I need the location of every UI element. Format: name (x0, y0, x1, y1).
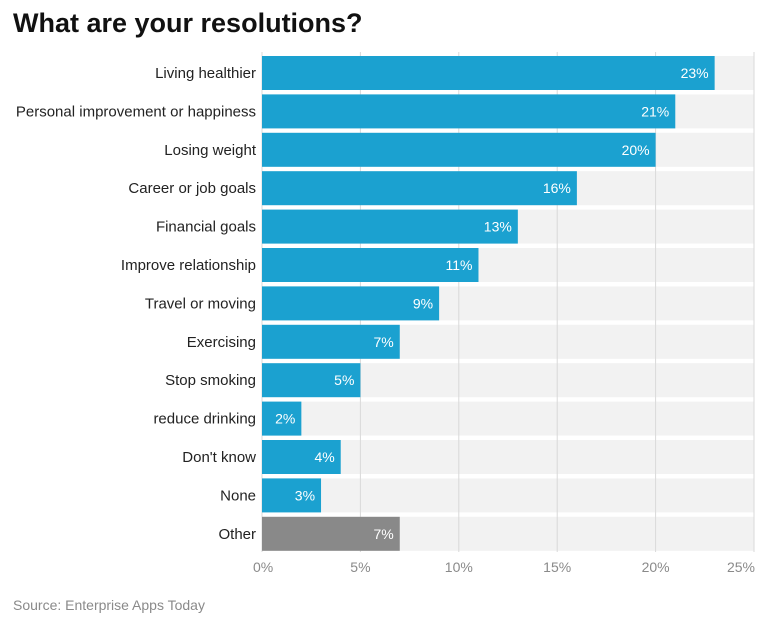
category-label: Improve relationship (121, 257, 256, 274)
category-label: Personal improvement or happiness (16, 103, 256, 120)
bar (262, 440, 341, 474)
category-label: Living healthier (155, 65, 256, 82)
bars (262, 56, 715, 551)
value-label: 13% (484, 219, 512, 235)
value-label: 23% (681, 65, 709, 81)
value-label: 9% (413, 295, 433, 311)
category-label: reduce drinking (153, 411, 256, 428)
category-label: Losing weight (164, 142, 257, 159)
category-label: Financial goals (156, 219, 256, 236)
value-label: 20% (622, 142, 650, 158)
row-band (262, 401, 754, 436)
bar (262, 363, 361, 398)
bar (262, 516, 400, 551)
category-labels: Living healthier Personal improvement or … (16, 65, 257, 543)
category-label: Travel or moving (145, 295, 256, 312)
bar (262, 209, 518, 244)
chart-title: What are your resolutions? (13, 8, 363, 38)
category-label: None (220, 487, 256, 504)
category-label: Exercising (187, 334, 256, 351)
category-label: Other (218, 526, 256, 543)
x-axis-tick-labels: 0% 5% 10% 15% 20% 25% (253, 559, 755, 575)
category-label: Career or job goals (128, 180, 256, 197)
value-label: 21% (641, 103, 669, 119)
value-label: 3% (295, 487, 315, 503)
bar (262, 94, 676, 129)
bar (262, 56, 715, 90)
value-label: 7% (374, 334, 394, 350)
bar (262, 286, 440, 321)
category-label: Stop smoking (165, 372, 256, 389)
value-label: 11% (445, 257, 472, 273)
x-tick-label: 10% (445, 559, 473, 575)
value-labels: 23% 21% 20% 16% 13% 11% 9% 7% 5% 2% 4% 3% 7% (275, 65, 709, 542)
x-tick-label: 20% (642, 559, 670, 575)
value-label: 2% (275, 411, 295, 427)
bar (262, 171, 577, 206)
value-label: 7% (374, 526, 394, 542)
category-label: Don't know (182, 449, 256, 466)
bar (262, 401, 302, 436)
value-label: 4% (314, 449, 334, 465)
row-band (262, 478, 754, 513)
row-band (262, 440, 754, 474)
bar (262, 132, 656, 167)
value-label: 5% (334, 372, 354, 388)
bar (262, 248, 479, 282)
x-tick-label: 5% (350, 559, 370, 575)
source-note: Source: Enterprise Apps Today (13, 597, 205, 613)
x-tick-label: 15% (543, 559, 571, 575)
x-tick-label: 25% (727, 559, 755, 575)
bar (262, 324, 400, 359)
value-label: 16% (543, 180, 571, 196)
bar (262, 478, 322, 513)
x-tick-label: 0% (253, 559, 273, 575)
